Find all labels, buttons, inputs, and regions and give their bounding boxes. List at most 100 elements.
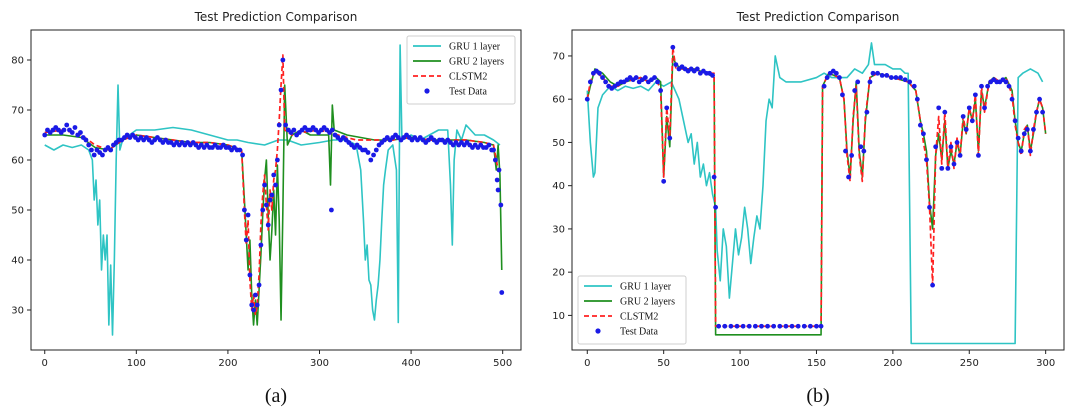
- chart-b-series-test-data-point-108: [976, 153, 981, 158]
- chart-b-series-test-data-point-23: [655, 79, 660, 85]
- chart-a-series-test-data-point-129: [373, 147, 379, 153]
- chart-b-y-tick-label-20: 20: [552, 268, 565, 279]
- chart-b-series-test-data-point-106: [969, 118, 975, 124]
- chart-a-series-test-data-point-81: [256, 282, 262, 288]
- chart-b-series-test-data-point-98: [945, 165, 951, 171]
- chart-b-series-test-data-point-58: [801, 323, 807, 329]
- chart-b-series-test-data-point-122: [1018, 148, 1024, 154]
- chart-a-series-test-data-point-74: [243, 237, 249, 243]
- chart-b: Test Prediction Comparison (b) 0 50 100 150…: [552, 10, 1065, 407]
- chart-b-legend: GRU 1 layer GRU 2 layers CLSTM2 Test Data: [577, 275, 687, 345]
- chart-a-series-test-data-point-13: [78, 130, 83, 135]
- chart-a-series-test-data-point-173: [492, 157, 498, 163]
- chart-b-series-test-data-point-24: [658, 88, 664, 93]
- chart-b-series-test-data-point-128: [1037, 96, 1042, 102]
- chart-b-plot-area: [571, 29, 1065, 351]
- chart-b-series-test-data-point-94: [933, 144, 939, 150]
- chart-a-series-test-data-point-88: [269, 192, 275, 198]
- chart-b-series-test-data-point-97: [942, 109, 948, 115]
- chart-b-series-test-data-point-19: [642, 75, 648, 80]
- chart-b-series-test-data-point-72: [852, 88, 858, 93]
- chart-b-x-tick-label-50: 50: [657, 358, 670, 369]
- chart-a-series-test-data-point-71: [237, 147, 243, 153]
- chart-b-series-test-data-point-42: [711, 174, 717, 180]
- chart-b-legend-item-gru-1-layer-label: GRU 1 layer: [620, 282, 672, 293]
- chart-b-legend-item-gru-2-layers-label: GRU 2 layers: [620, 297, 675, 308]
- chart-b-x-tick-label-100: 100: [731, 358, 750, 369]
- chart-b-series-test-data-point-28: [670, 44, 676, 50]
- chart-b-series-test-data-point-109: [979, 83, 984, 89]
- chart-b-x-tick-label-0: 0: [584, 358, 590, 369]
- chart-b-series-test-data-point-47: [734, 323, 740, 329]
- chart-a-series-test-data-point-175: [495, 187, 501, 193]
- chart-b-series-test-data-point-54: [777, 323, 783, 329]
- chart-a-series-test-data-point-126: [365, 150, 371, 155]
- chart-b-series-test-data-point-88: [914, 96, 920, 102]
- chart-b-series-test-data-point-127: [1034, 109, 1039, 115]
- chart-b-series-test-data-point-5: [600, 75, 605, 80]
- chart-a-series-test-data-point-0: [42, 132, 48, 138]
- chart-b-series-test-data-point-0: [584, 96, 590, 102]
- chart-b-series-test-data-point-52: [765, 323, 770, 329]
- chart-a-series-test-data-point-18: [91, 152, 97, 158]
- chart-a-y-tick-label-50: 50: [11, 206, 24, 217]
- chart-b-series-test-data-point-80: [879, 73, 885, 78]
- chart-b-series-test-data: [584, 44, 1046, 329]
- chart-b-series-layer: [584, 42, 1047, 345]
- chart-b-series-test-data-point-111: [985, 83, 991, 89]
- chart-a-series-test-data-point-21: [100, 152, 105, 158]
- chart-b-series-test-data-point-41: [710, 73, 715, 78]
- chart-a-series-test-data-point-17: [89, 147, 94, 153]
- chart-b-series-test-data-point-61: [818, 323, 824, 329]
- chart-b-title: Test Prediction Comparison: [736, 10, 900, 24]
- chart-b-y-tick-label-60: 60: [552, 95, 565, 106]
- chart-b-series-test-data-point-16: [633, 75, 639, 80]
- chart-a-series-test-data-point-79: [252, 292, 258, 298]
- chart-b-series-test-data-point-22: [652, 75, 657, 80]
- chart-b-series-test-data-point-77: [867, 79, 873, 85]
- chart-b-series-test-data-point-85: [902, 77, 908, 83]
- chart-a-series-test-data-point-127: [368, 157, 374, 163]
- chart-a-series-test-data-point-176: [496, 167, 502, 173]
- chart-b-series-test-data-point-90: [921, 131, 926, 137]
- chart-b-series-test-data-point-73: [855, 79, 861, 85]
- chart-a-series-test-data-point-80: [254, 302, 260, 308]
- chart-b-series-test-data-point-51: [759, 323, 764, 329]
- chart-a-series-test-data-point-8: [64, 122, 70, 128]
- chart-a-series-test-data-point-76: [247, 272, 253, 278]
- chart-b-series-test-data-point-79: [875, 70, 880, 76]
- chart-b-series-test-data-point-120: [1012, 118, 1018, 124]
- chart-a-series-test-data-point-75: [245, 212, 251, 218]
- chart-a-title: Test Prediction Comparison: [194, 10, 358, 24]
- chart-b-x-tick-label-300: 300: [1036, 358, 1055, 369]
- chart-b-series-test-data-point-124: [1024, 127, 1030, 132]
- chart-a-series-test-data-point-84: [262, 182, 267, 188]
- chart-b-series-test-data-point-92: [927, 204, 932, 210]
- chart-b-legend-item-test-data-swatch: [595, 328, 601, 334]
- chart-b-series-test-data-point-48: [740, 323, 746, 329]
- chart-a-series-test-data-point-93: [278, 87, 284, 93]
- chart-a-x-tick-label-200: 200: [218, 358, 237, 369]
- chart-b-series-test-data-point-93: [930, 282, 935, 288]
- chart-b-series-test-data-point-100: [951, 161, 957, 167]
- chart-b-series-test-data-point-123: [1021, 131, 1027, 137]
- chart-a-plot-area: [30, 29, 522, 351]
- chart-b-series-test-data-point-71: [849, 153, 855, 158]
- chart-b-series-test-data-point-70: [846, 174, 851, 180]
- chart-a-series-test-data-point-89: [271, 172, 277, 178]
- chart-b-series-test-data-point-50: [752, 323, 758, 329]
- chart-b-series-test-data-point-102: [957, 153, 963, 158]
- chart-b-series-test-data-point-87: [911, 83, 917, 89]
- chart-b-series-test-data-point-91: [924, 157, 929, 163]
- chart-b-series-test-data-point-74: [858, 144, 864, 150]
- chart-b-series-test-data-point-4: [597, 70, 602, 76]
- chart-a-legend-item-gru-1-layer-label: GRU 1 layer: [449, 42, 501, 53]
- chart-b-series-test-data-point-25: [661, 178, 667, 184]
- chart-a-series-test-data-point-174: [494, 177, 500, 183]
- chart-a-series-test-data: [42, 57, 505, 313]
- chart-a-series-test-data-point-77: [249, 302, 255, 308]
- chart-a-series-test-data-point-172: [491, 147, 496, 153]
- chart-a-legend-item-test-data-swatch: [424, 88, 430, 94]
- chart-a-legend-item-test-data-label: Test Data: [449, 87, 487, 98]
- chart-b-series-test-data-point-46: [728, 323, 734, 329]
